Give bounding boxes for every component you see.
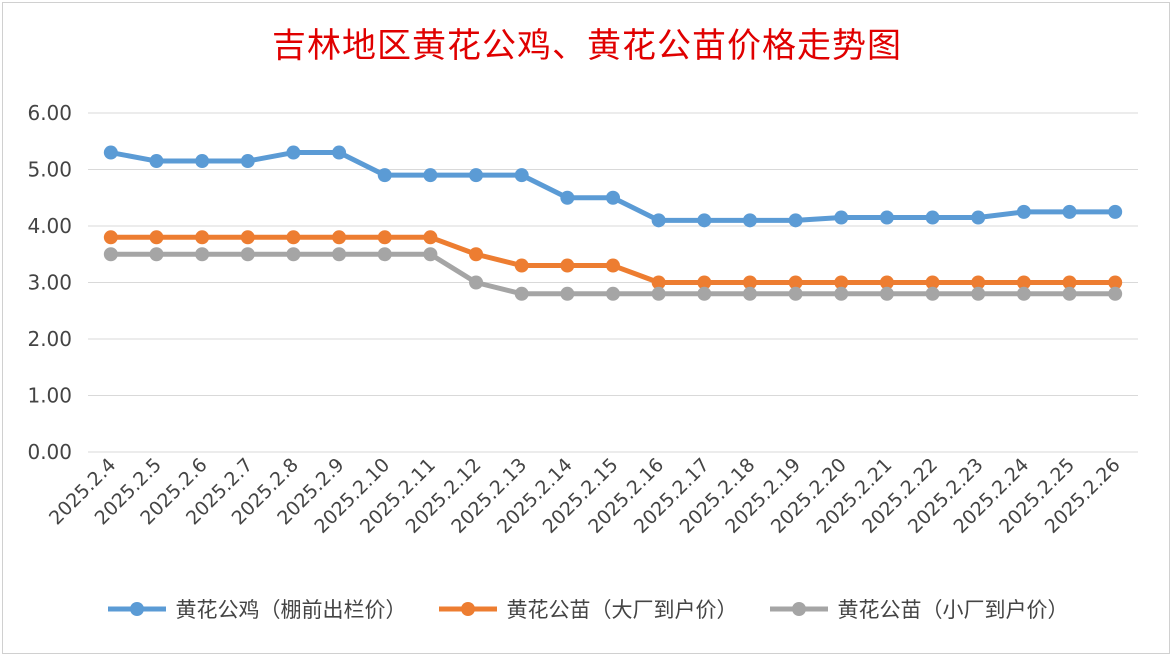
data-point[interactable] <box>742 286 757 301</box>
data-point[interactable] <box>195 247 210 262</box>
data-point[interactable] <box>195 154 210 169</box>
series-0 <box>103 145 1123 228</box>
data-point[interactable] <box>377 168 392 183</box>
y-tick-label: 3.00 <box>27 271 72 295</box>
series-line <box>108 150 1118 223</box>
data-point[interactable] <box>1062 275 1077 290</box>
y-tick-label: 1.00 <box>27 384 72 408</box>
data-point[interactable] <box>514 168 529 183</box>
data-point[interactable] <box>788 275 803 290</box>
y-tick-label: 4.00 <box>27 214 72 238</box>
data-point[interactable] <box>606 286 620 301</box>
data-point[interactable] <box>971 286 986 301</box>
data-point[interactable] <box>377 247 392 262</box>
data-point[interactable] <box>286 145 301 160</box>
data-point[interactable] <box>240 230 255 245</box>
data-point[interactable] <box>423 230 438 245</box>
legend-label: 黄花公苗（小厂到户价） <box>837 598 1069 622</box>
legend-label: 黄花公鸡（棚前出栏价） <box>175 598 407 622</box>
data-point[interactable] <box>514 258 529 273</box>
data-point[interactable] <box>1062 204 1077 219</box>
data-point[interactable] <box>332 230 347 245</box>
data-point[interactable] <box>469 275 484 290</box>
plot-area: 0.00 1.00 2.00 3.00 4.00 5.00 6.00 2025.2.4202… <box>27 101 1138 538</box>
series-1 <box>103 230 1123 290</box>
data-point[interactable] <box>925 210 940 225</box>
data-point[interactable] <box>606 258 620 273</box>
data-point[interactable] <box>332 247 347 262</box>
data-point[interactable] <box>149 230 164 245</box>
data-point[interactable] <box>1016 275 1031 290</box>
data-point[interactable] <box>1108 275 1123 290</box>
legend-marker-icon <box>769 602 828 616</box>
data-point[interactable] <box>149 247 164 262</box>
y-axis-ticks: 0.00 1.00 2.00 3.00 4.00 5.00 6.00 <box>27 101 72 464</box>
legend-marker-icon <box>438 602 497 616</box>
legend-item-chick-large[interactable]: 黄花公苗（大厂到户价） <box>437 594 738 624</box>
data-point[interactable] <box>742 275 757 290</box>
data-point[interactable] <box>651 286 666 301</box>
legend-marker-icon <box>107 602 166 616</box>
legend-item-chick-small[interactable]: 黄花公苗（小厂到户价） <box>768 594 1069 624</box>
data-point[interactable] <box>103 247 118 262</box>
data-point[interactable] <box>469 247 484 262</box>
data-point[interactable] <box>286 247 301 262</box>
data-point[interactable] <box>423 247 438 262</box>
series-2 <box>103 247 1123 301</box>
data-point[interactable] <box>697 286 712 301</box>
data-point[interactable] <box>925 286 940 301</box>
data-point[interactable] <box>1108 204 1123 219</box>
data-point[interactable] <box>606 190 620 205</box>
y-tick-label: 0.00 <box>27 440 72 464</box>
data-point[interactable] <box>286 230 301 245</box>
data-point[interactable] <box>469 168 484 183</box>
data-point[interactable] <box>834 275 849 290</box>
data-point[interactable] <box>149 154 164 169</box>
data-point[interactable] <box>971 210 986 225</box>
data-point[interactable] <box>560 190 575 205</box>
data-point[interactable] <box>1016 204 1031 219</box>
data-point[interactable] <box>697 275 712 290</box>
data-point[interactable] <box>423 168 438 183</box>
data-point[interactable] <box>879 286 894 301</box>
data-point[interactable] <box>834 286 849 301</box>
data-point[interactable] <box>332 145 347 160</box>
data-point[interactable] <box>742 213 757 228</box>
data-point[interactable] <box>103 230 118 245</box>
data-point[interactable] <box>240 154 255 169</box>
data-point[interactable] <box>651 275 666 290</box>
data-point[interactable] <box>971 275 986 290</box>
data-point[interactable] <box>788 286 803 301</box>
data-point[interactable] <box>834 210 849 225</box>
data-point[interactable] <box>103 145 118 160</box>
data-point[interactable] <box>195 230 210 245</box>
data-point[interactable] <box>1062 286 1077 301</box>
data-point[interactable] <box>879 210 894 225</box>
data-point[interactable] <box>240 247 255 262</box>
data-point[interactable] <box>788 213 803 228</box>
data-point[interactable] <box>879 275 894 290</box>
legend: 黄花公鸡（棚前出栏价） 黄花公苗（大厂到户价） 黄花公苗（小厂到户价） <box>0 594 1174 624</box>
data-point[interactable] <box>560 258 575 273</box>
data-point[interactable] <box>1016 286 1031 301</box>
data-point[interactable] <box>377 230 392 245</box>
data-point[interactable] <box>560 286 575 301</box>
data-point[interactable] <box>651 213 666 228</box>
data-point[interactable] <box>1108 286 1123 301</box>
y-tick-label: 2.00 <box>27 327 72 351</box>
data-point[interactable] <box>925 275 940 290</box>
data-point[interactable] <box>697 213 712 228</box>
y-tick-label: 5.00 <box>27 158 72 182</box>
chart-title: 吉林地区黄花公鸡、黄花公苗价格走势图 <box>272 26 902 66</box>
series-lines <box>103 145 1123 301</box>
y-tick-label: 6.00 <box>27 101 72 125</box>
data-point[interactable] <box>514 286 529 301</box>
x-axis-ticks: 2025.2.42025.2.52025.2.62025.2.72025.2.8… <box>45 454 1125 538</box>
legend-label: 黄花公苗（大厂到户价） <box>506 598 738 622</box>
legend-item-broiler[interactable]: 黄花公鸡（棚前出栏价） <box>106 594 407 624</box>
